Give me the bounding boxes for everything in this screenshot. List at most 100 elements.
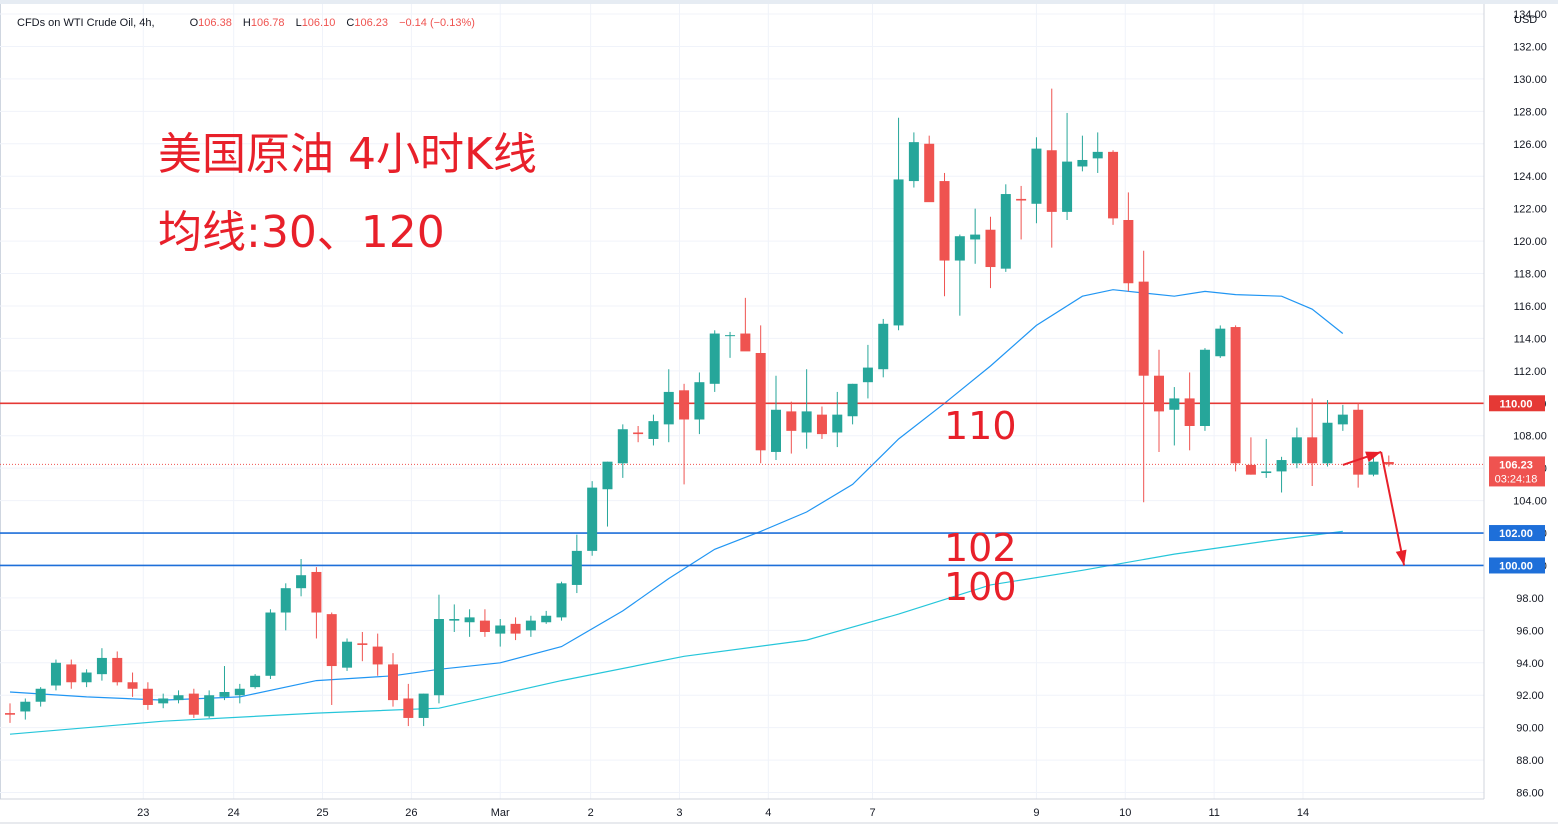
candle <box>1383 455 1394 467</box>
current-price-label: 106.23 <box>1499 459 1533 471</box>
candle-body <box>142 688 153 705</box>
candle <box>1046 88 1057 248</box>
candle-body <box>970 234 981 240</box>
candle-body <box>1138 281 1149 376</box>
time-axis[interactable]: 23 24 25 26 Mar 2 3 4 7 9 10 11 14 <box>0 798 1558 829</box>
candle-body <box>234 688 245 696</box>
candle <box>1077 135 1088 172</box>
candle <box>679 383 690 485</box>
candle <box>1031 137 1042 224</box>
candle-body <box>81 672 92 683</box>
ohlc-legend: CFDs on WTI Crude Oil, 4h, O106.38 H106.… <box>17 17 479 29</box>
candle-body <box>173 695 184 701</box>
time-tick-label: 3 <box>676 807 682 819</box>
candle <box>265 609 276 680</box>
level-axis-badge <box>1489 395 1545 412</box>
candle-body <box>1199 349 1210 426</box>
level-axis-label: 110.00 <box>1499 398 1532 410</box>
candle <box>571 534 582 594</box>
candle <box>372 633 383 676</box>
candle-body <box>1291 437 1302 464</box>
candle-body <box>1077 159 1088 167</box>
candle-body <box>725 335 736 337</box>
open-key: O <box>189 17 199 29</box>
candle <box>525 615 536 637</box>
candle-body <box>1031 148 1042 204</box>
candle <box>280 583 291 631</box>
candle <box>234 683 245 704</box>
candle-body <box>326 614 337 667</box>
candle <box>433 594 444 704</box>
candle <box>1092 132 1103 173</box>
candle <box>5 703 15 723</box>
candle <box>403 683 414 727</box>
candle <box>847 383 858 425</box>
candle <box>1307 398 1318 487</box>
annotation-level-100: 100 <box>944 565 1017 609</box>
candle-body <box>832 414 843 433</box>
candle-body <box>985 229 996 268</box>
price-axis[interactable]: 86.00 88.00 90.00 92.00 94.00 96.00 98.00 100.0… <box>1483 4 1558 829</box>
currency-label[interactable]: USD <box>1514 14 1538 26</box>
time-tick-label: 4 <box>765 807 771 819</box>
ma30-line <box>9 289 1344 701</box>
candle <box>786 401 797 454</box>
candle <box>464 609 475 637</box>
candle <box>862 344 873 399</box>
price-tick-label: 132.00 <box>1513 41 1547 53</box>
candle-body <box>556 583 567 618</box>
ma120-line <box>9 530 1343 735</box>
price-tick-label: 126.00 <box>1513 139 1547 151</box>
candle-body <box>1337 414 1348 425</box>
candle-body <box>771 409 781 452</box>
price-tick-label: 120.00 <box>1513 236 1547 248</box>
candle-body <box>602 461 613 490</box>
candle <box>158 693 169 709</box>
price-tick-label: 98.00 <box>1516 593 1544 605</box>
symbol-title[interactable]: CFDs on WTI Crude Oil, 4h, <box>17 17 155 29</box>
candle <box>204 690 215 718</box>
candle-body <box>1108 151 1119 219</box>
candle-body <box>403 698 414 718</box>
candle <box>1169 387 1180 446</box>
candle <box>96 648 107 681</box>
time-tick-label: 9 <box>1033 807 1039 819</box>
candle <box>663 369 674 443</box>
candle-body <box>541 615 552 623</box>
candle <box>35 687 46 707</box>
level-axis-badge <box>1489 557 1545 574</box>
price-tick-label: 92.00 <box>1516 690 1544 702</box>
current-price-badge <box>1489 456 1545 487</box>
candle-body <box>1016 198 1027 201</box>
candle-body <box>1353 409 1364 475</box>
candle-body <box>862 367 873 383</box>
candle <box>66 659 77 689</box>
annotation-level-110: 110 <box>944 404 1017 448</box>
candle <box>326 612 337 705</box>
candle-body <box>1230 327 1241 464</box>
candle-body <box>1276 460 1287 472</box>
candle <box>1261 438 1272 478</box>
candle-body <box>1184 398 1195 426</box>
candle <box>495 619 506 647</box>
projection-arrows <box>1342 450 1407 566</box>
candle-body <box>1062 161 1073 212</box>
candle-body <box>1092 151 1103 159</box>
candle-body <box>510 623 521 634</box>
candle <box>1062 112 1073 220</box>
price-tick-label: 134.00 <box>1513 9 1547 21</box>
candle <box>939 172 950 297</box>
annotation-level-102: 102 <box>944 526 1017 570</box>
candle-body <box>939 181 950 261</box>
candle <box>954 234 965 316</box>
price-tick-label: 112.00 <box>1514 366 1547 378</box>
candle-body <box>1215 328 1226 357</box>
high-key: H <box>242 17 251 29</box>
close-value: 106.23 <box>354 17 389 29</box>
candle <box>1184 372 1195 451</box>
candle <box>648 414 659 446</box>
price-tick-label: 116.00 <box>1514 301 1547 313</box>
candle-body <box>342 641 353 668</box>
candle <box>924 135 935 203</box>
